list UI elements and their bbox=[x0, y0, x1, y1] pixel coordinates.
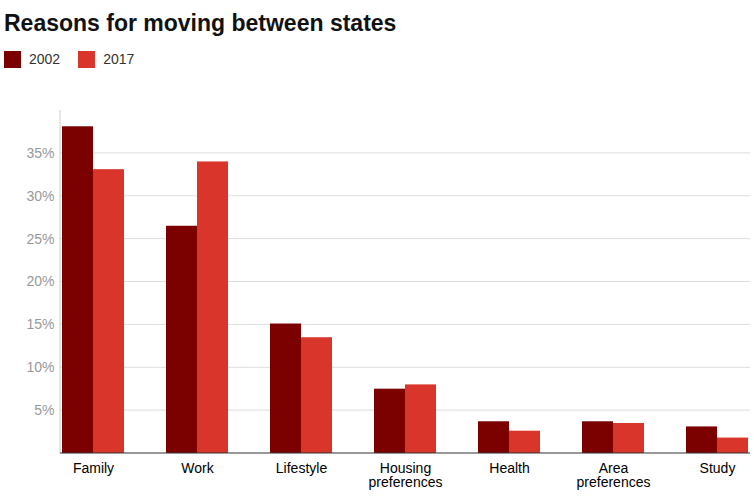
svg-text:Areapreferences: Areapreferences bbox=[577, 460, 651, 490]
svg-text:30%: 30% bbox=[26, 188, 54, 204]
svg-text:25%: 25% bbox=[26, 231, 54, 247]
svg-text:Lifestyle: Lifestyle bbox=[276, 460, 328, 476]
svg-text:Study: Study bbox=[700, 460, 736, 476]
html-text:Reasons for moving between sta: Reasons for moving between states bbox=[4, 10, 397, 36]
svg-text:Housingpreferences: Housingpreferences bbox=[369, 460, 443, 490]
html-text:2002: 2002 bbox=[29, 51, 61, 67]
svg-text:Family: Family bbox=[73, 460, 114, 476]
svg-text:15%: 15% bbox=[26, 316, 54, 332]
svg-text:35%: 35% bbox=[26, 145, 54, 161]
svg-text:10%: 10% bbox=[26, 359, 54, 375]
svg-text:20%: 20% bbox=[26, 273, 54, 289]
svg-text:5%: 5% bbox=[34, 402, 54, 418]
svg-text:Health: Health bbox=[489, 460, 529, 476]
svg-text:Work: Work bbox=[181, 460, 214, 476]
html-text:2017: 2017 bbox=[103, 51, 135, 67]
